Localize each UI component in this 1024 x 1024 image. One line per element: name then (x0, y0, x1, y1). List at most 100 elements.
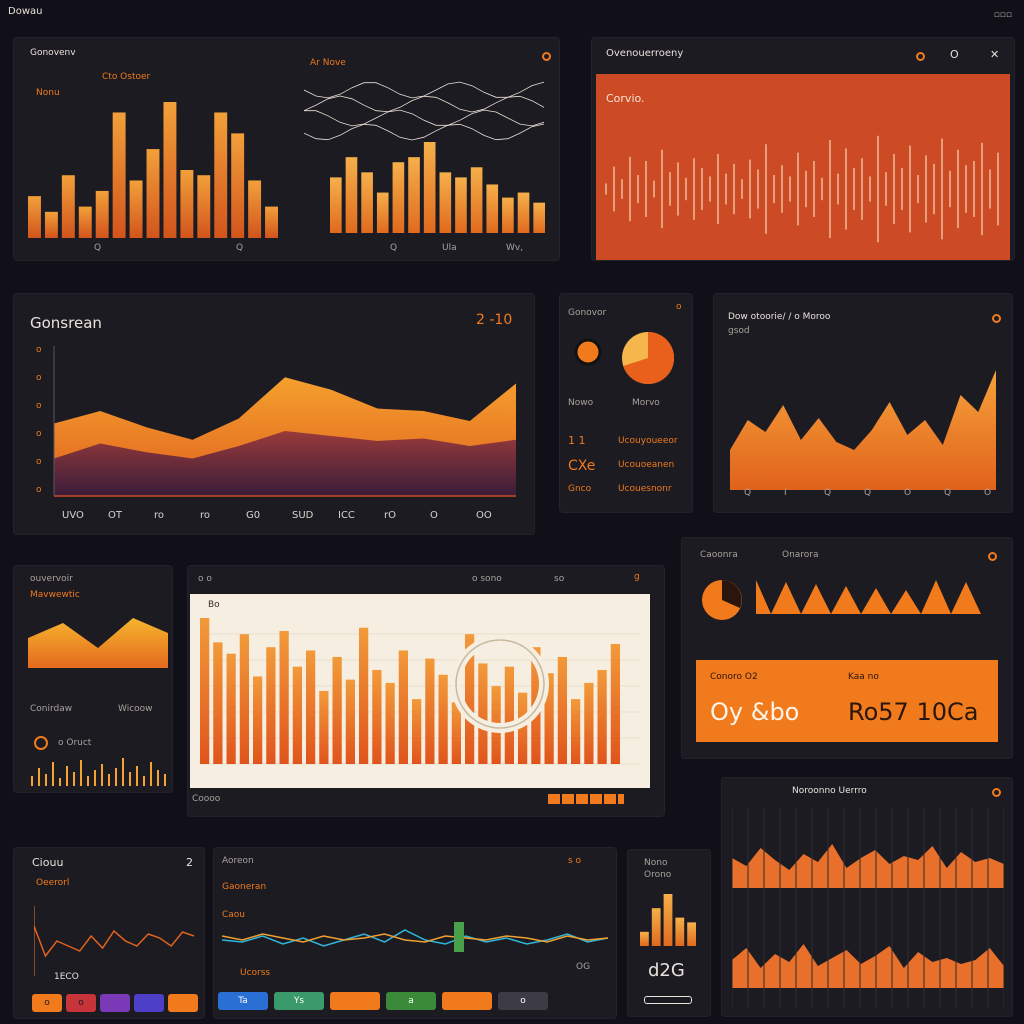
color-swatch[interactable] (100, 994, 130, 1012)
zoom-icon[interactable]: O (950, 48, 959, 61)
peak-icons (702, 580, 996, 620)
panel-small-charts: ouvervoir Mavwewtic Conirdaw Wicoow o Or… (14, 566, 172, 792)
bar (359, 627, 369, 764)
corner-label[interactable]: 2 (186, 856, 193, 869)
bar (412, 699, 422, 764)
label: Wicoow (118, 704, 153, 714)
pie-icon-slice (722, 580, 742, 608)
color-swatch[interactable]: o (66, 994, 96, 1012)
filter-button[interactable] (442, 992, 492, 1010)
tab[interactable]: so (554, 574, 565, 584)
bar (226, 653, 236, 764)
panel-title: Nono (644, 858, 668, 868)
window-controls[interactable]: ▫▫▫ (993, 10, 1012, 20)
record-icon[interactable] (916, 52, 925, 61)
bar (517, 192, 530, 233)
bar (687, 922, 696, 946)
bar (372, 669, 382, 764)
bar (398, 650, 408, 764)
stat-value: Ro57 10Ca (848, 698, 979, 726)
wire-line (304, 123, 545, 141)
x-tick-label: Q (824, 488, 832, 498)
panel-title: Gonsrean (30, 314, 102, 332)
settings-icon[interactable] (542, 52, 551, 61)
panel-sub: Gaoneran (222, 882, 267, 892)
peak-area (730, 370, 996, 490)
filter-button[interactable] (330, 992, 380, 1010)
bar (332, 656, 342, 764)
bar (265, 206, 278, 238)
color-swatch[interactable] (134, 994, 164, 1012)
bar (376, 192, 389, 233)
corner-label[interactable]: s o (568, 856, 582, 866)
x-tick-label: I (784, 488, 787, 498)
bar (465, 634, 475, 764)
corner-label[interactable]: o (676, 302, 682, 312)
tick-label: Ula (442, 243, 457, 253)
x-tick-label: ro (200, 510, 210, 521)
bar (504, 666, 514, 764)
bar (518, 692, 528, 764)
panel-title: Gonovor (568, 308, 607, 318)
wire-line (304, 81, 545, 99)
label: o Oruct (58, 738, 92, 748)
bar (95, 190, 109, 238)
settings-icon[interactable] (988, 552, 997, 561)
panel-heat-rows: Noroonno Uerrro (722, 778, 1012, 1016)
y-tick-label: o (36, 485, 42, 495)
bar (180, 170, 194, 238)
mini-bars (640, 894, 696, 946)
close-icon[interactable]: ✕ (990, 48, 1000, 61)
tab[interactable]: g (634, 572, 640, 582)
x-tick-label: O (984, 488, 992, 498)
value: d2G (648, 960, 685, 981)
filter-button[interactable]: Ys (274, 992, 324, 1010)
bar (78, 206, 92, 238)
bar (557, 656, 567, 764)
bar (163, 102, 177, 238)
slider[interactable] (644, 996, 692, 1004)
row-prefix: 1 1 (568, 434, 586, 447)
bar (571, 699, 581, 764)
range-label[interactable]: 2 -10 (476, 312, 513, 328)
panel-title: Caoonra (700, 550, 738, 560)
pager[interactable] (548, 794, 624, 804)
bar (266, 647, 276, 764)
x-tick-label: Q (744, 488, 752, 498)
bar (392, 162, 405, 233)
panel-main-bars: o o o sono so g Bo Coooo (188, 566, 664, 816)
bar (663, 894, 673, 946)
bar (129, 180, 143, 238)
peak-chart (730, 370, 996, 490)
small-pie (574, 338, 602, 366)
bar (486, 184, 499, 233)
bar (231, 133, 245, 238)
settings-icon[interactable] (992, 788, 1001, 797)
x-tick-label: rO (384, 510, 396, 521)
x-tick-label: O (904, 488, 912, 498)
color-swatch[interactable] (168, 994, 198, 1012)
bar (451, 702, 461, 764)
tab[interactable]: o sono (472, 574, 502, 584)
panel-sub: Mavwewtic (30, 590, 80, 600)
filter-button[interactable] (554, 992, 604, 1010)
peak-shape (756, 580, 996, 614)
panel-title: Aoreon (222, 856, 254, 866)
panel-title: Ovenouerroeny (606, 48, 684, 59)
filter-button[interactable]: Ta (218, 992, 268, 1010)
x-tick-label: ro (154, 510, 164, 521)
filter-button[interactable]: o (498, 992, 548, 1010)
panel-stats: Caoonra Onarora Conoro O2 Oy &bo Kaa no … (682, 538, 1012, 758)
panel-title: Dow otoorie/ / o Moroo (728, 312, 831, 322)
mountain-chart (28, 618, 168, 668)
bar (319, 691, 329, 764)
bar (112, 112, 126, 238)
x-tick-label: O (430, 510, 438, 521)
filter-button[interactable]: a (386, 992, 436, 1010)
settings-icon[interactable] (992, 314, 1001, 323)
overlay-ring-stroke (455, 639, 545, 729)
line-series (34, 925, 195, 958)
color-swatch[interactable]: o (32, 994, 62, 1012)
line-chart (34, 906, 195, 976)
tick-label: Q (236, 243, 244, 253)
